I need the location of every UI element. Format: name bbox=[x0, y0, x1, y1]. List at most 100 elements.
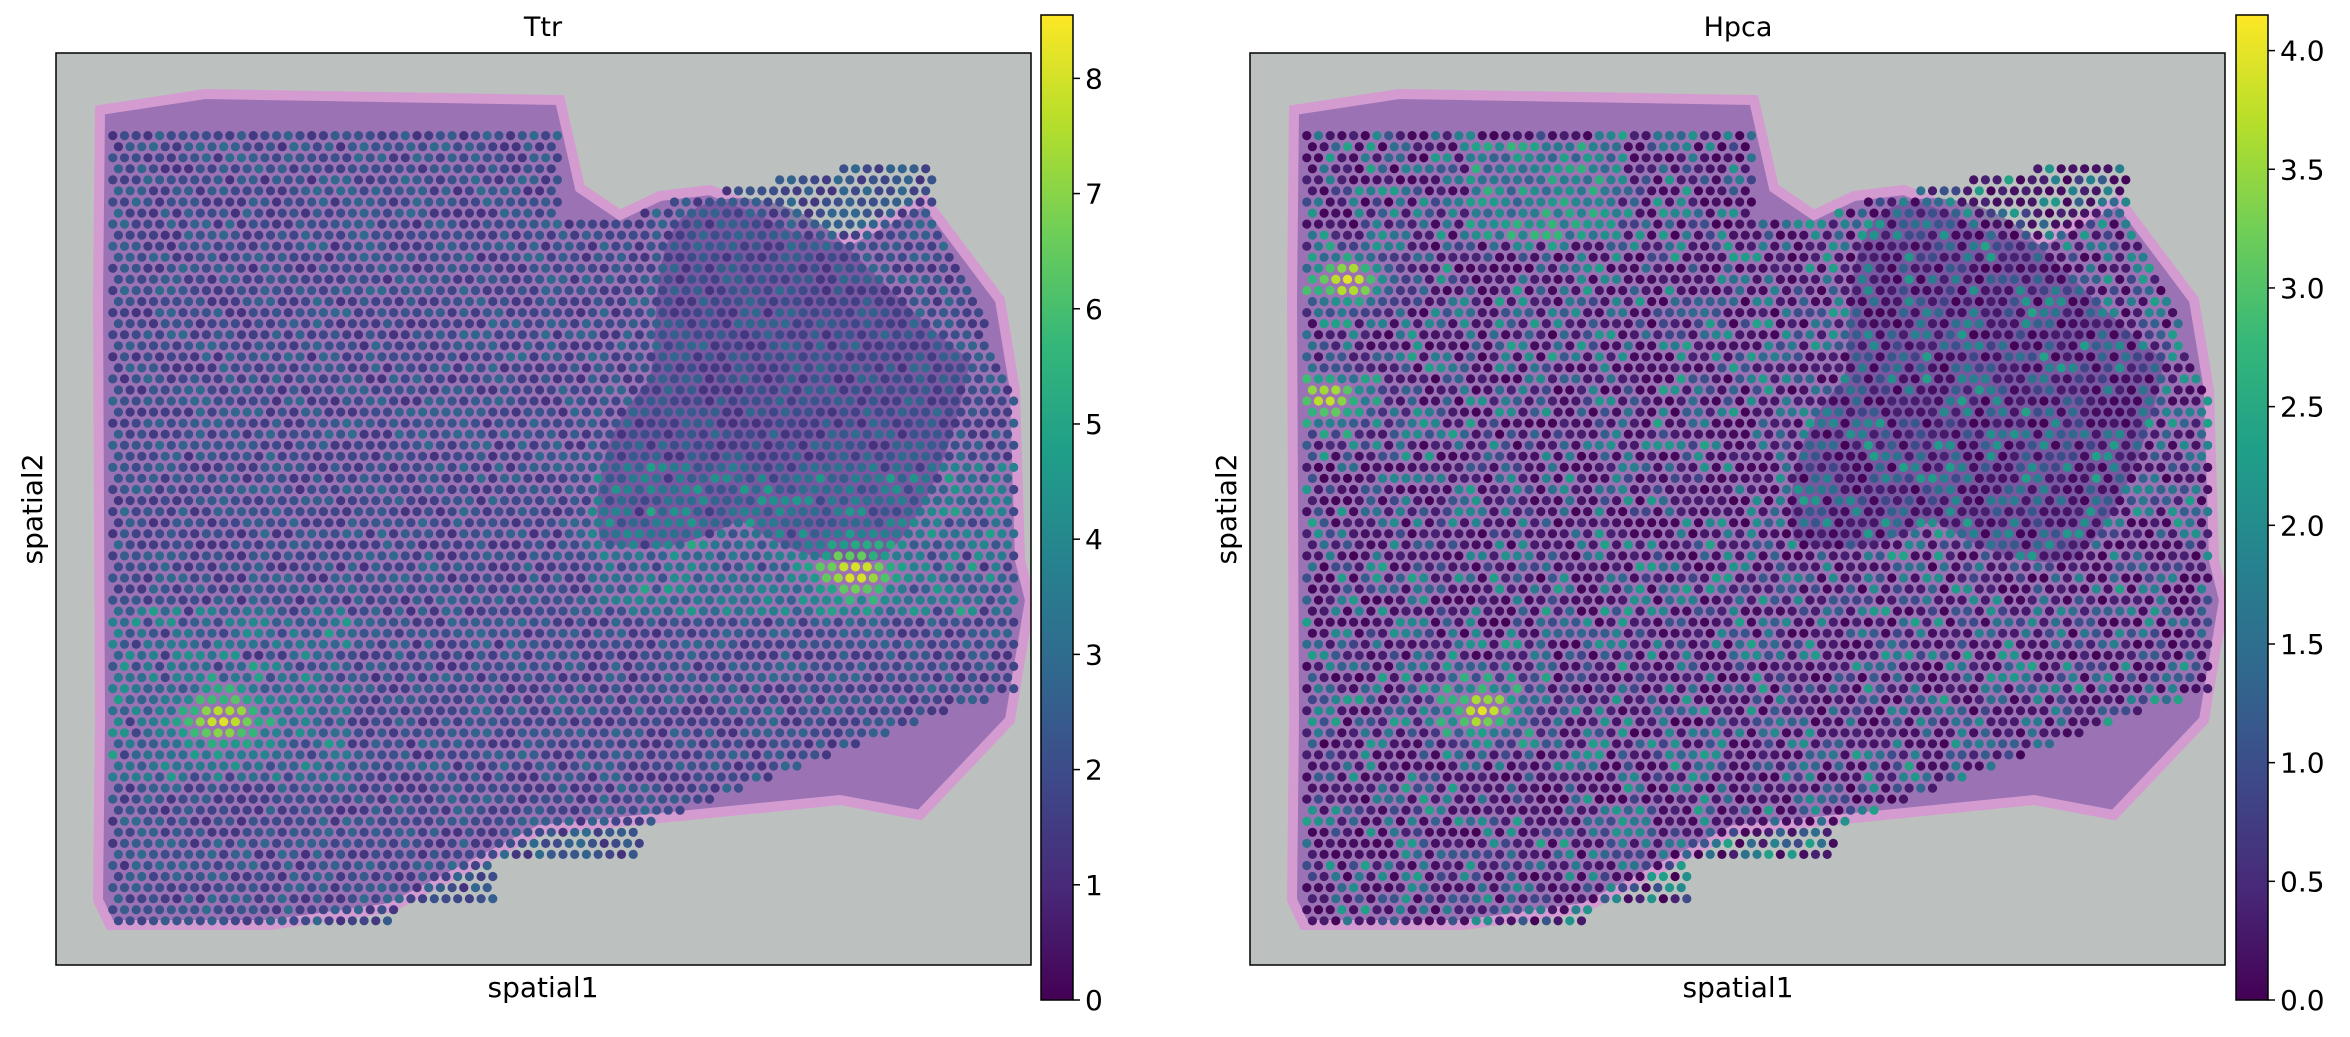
spot bbox=[616, 849, 627, 860]
spot bbox=[716, 617, 726, 627]
spot bbox=[272, 153, 282, 163]
spot bbox=[353, 374, 364, 384]
spot bbox=[307, 241, 317, 251]
spot bbox=[821, 507, 832, 517]
spot bbox=[447, 484, 457, 495]
spot bbox=[347, 518, 357, 528]
spot bbox=[494, 308, 504, 318]
spot bbox=[763, 396, 773, 406]
spot bbox=[1337, 175, 1347, 185]
spot bbox=[950, 418, 960, 428]
spot bbox=[886, 650, 896, 661]
spot bbox=[956, 650, 966, 661]
spot bbox=[693, 750, 703, 760]
spot bbox=[798, 197, 808, 207]
spot bbox=[786, 197, 797, 207]
spot bbox=[295, 396, 305, 406]
spot bbox=[178, 396, 188, 406]
spot bbox=[429, 783, 439, 793]
spot bbox=[353, 772, 364, 782]
spot bbox=[962, 507, 972, 517]
spot bbox=[190, 905, 200, 915]
spot bbox=[903, 706, 914, 716]
spot bbox=[365, 860, 375, 871]
spot bbox=[593, 296, 603, 307]
spot bbox=[301, 540, 311, 550]
spot bbox=[523, 606, 533, 616]
spot bbox=[148, 739, 159, 749]
spot bbox=[850, 606, 861, 616]
spot bbox=[704, 263, 715, 273]
spot bbox=[242, 606, 252, 616]
spot bbox=[698, 252, 709, 262]
spot bbox=[318, 595, 328, 605]
spot bbox=[798, 396, 808, 406]
spot bbox=[950, 684, 960, 694]
spot bbox=[178, 617, 188, 627]
spot bbox=[529, 197, 539, 207]
spot bbox=[862, 208, 872, 218]
spot bbox=[997, 595, 1007, 605]
spot bbox=[272, 263, 282, 273]
spot bbox=[365, 153, 375, 163]
spot bbox=[272, 440, 282, 450]
spot bbox=[301, 363, 311, 373]
spot bbox=[236, 684, 247, 694]
spot bbox=[113, 230, 123, 240]
spot bbox=[1419, 131, 1429, 141]
spot bbox=[979, 319, 989, 329]
spot bbox=[459, 816, 469, 826]
spot bbox=[236, 794, 247, 804]
spot bbox=[225, 263, 235, 273]
spot bbox=[312, 164, 322, 174]
spot bbox=[389, 153, 399, 163]
spot bbox=[260, 617, 270, 627]
spot bbox=[219, 695, 229, 705]
spot bbox=[125, 849, 135, 860]
spot bbox=[564, 263, 574, 273]
spot bbox=[137, 783, 147, 793]
spot bbox=[546, 363, 556, 373]
spot bbox=[143, 551, 153, 561]
spot bbox=[868, 263, 878, 273]
spot bbox=[570, 496, 580, 506]
spot bbox=[213, 595, 223, 605]
spot bbox=[634, 263, 644, 273]
spot bbox=[464, 385, 474, 395]
spot bbox=[675, 540, 685, 550]
spot bbox=[693, 197, 703, 207]
spot bbox=[236, 330, 247, 340]
spot bbox=[400, 418, 410, 428]
spot bbox=[903, 308, 914, 318]
spot bbox=[1319, 186, 1329, 196]
spot bbox=[365, 175, 375, 185]
spot bbox=[967, 385, 978, 395]
spot bbox=[880, 728, 890, 738]
spot bbox=[424, 507, 434, 517]
spot bbox=[915, 175, 925, 185]
spot bbox=[248, 905, 258, 915]
spot bbox=[318, 462, 328, 472]
spot bbox=[523, 783, 533, 793]
spot bbox=[382, 252, 393, 262]
spot bbox=[769, 186, 779, 196]
spot bbox=[587, 684, 598, 694]
spot bbox=[242, 628, 252, 638]
spot bbox=[558, 385, 568, 395]
spot bbox=[640, 363, 650, 373]
spot bbox=[523, 274, 533, 284]
spot bbox=[301, 385, 311, 395]
spot bbox=[956, 695, 966, 705]
spot bbox=[242, 252, 252, 262]
spot bbox=[494, 661, 504, 672]
spot bbox=[599, 462, 609, 472]
spot bbox=[862, 451, 872, 461]
spot bbox=[541, 551, 551, 561]
spot bbox=[137, 164, 147, 174]
spot bbox=[1384, 153, 1394, 163]
spot bbox=[371, 296, 381, 307]
spot bbox=[283, 352, 293, 362]
spot bbox=[874, 341, 884, 351]
spot bbox=[628, 473, 638, 483]
spot bbox=[950, 507, 960, 517]
